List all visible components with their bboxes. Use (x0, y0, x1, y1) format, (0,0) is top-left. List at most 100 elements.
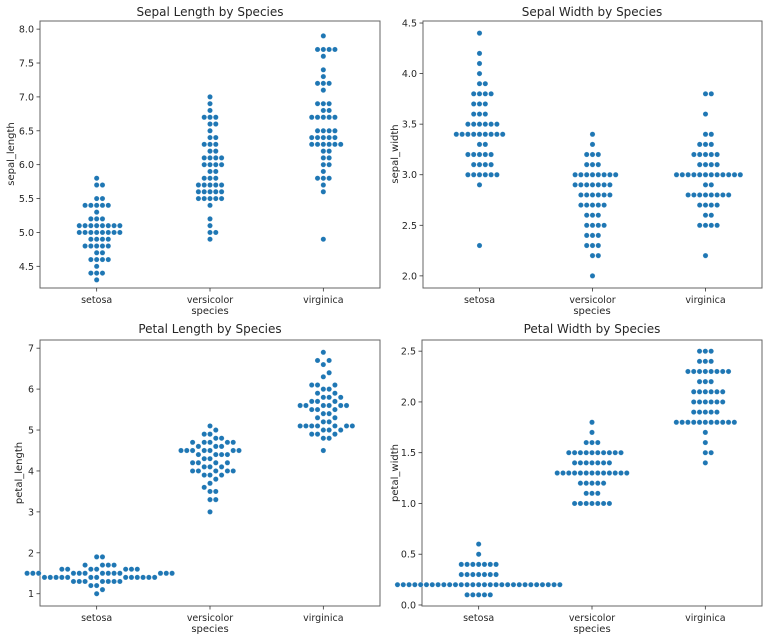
data-point (464, 561, 470, 568)
data-point (314, 100, 321, 107)
data-point (691, 409, 697, 415)
data-point (714, 389, 720, 395)
data-point (702, 439, 709, 446)
data-point (332, 134, 338, 141)
data-point (458, 571, 464, 578)
data-point (201, 431, 207, 437)
data-point (464, 581, 470, 588)
data-point (93, 202, 100, 209)
data-point (488, 151, 494, 158)
data-point (595, 222, 602, 228)
data-point (696, 368, 703, 375)
subplot-petal-length: Petal Length by Species species petal_le… (14, 322, 381, 635)
data-point (122, 566, 129, 572)
data-point (691, 172, 697, 178)
data-point (471, 91, 477, 97)
data-point (213, 121, 219, 127)
data-point (475, 541, 482, 547)
x-tick-label: setosa (81, 613, 112, 624)
data-point (589, 212, 596, 218)
data-point (595, 192, 602, 198)
data-point (93, 182, 100, 188)
data-point (105, 229, 111, 236)
data-point (213, 468, 219, 474)
data-point (488, 91, 494, 97)
y-axis-label: petal_width (390, 444, 401, 502)
data-point (571, 460, 578, 466)
y-tick-label: 6 (28, 385, 34, 396)
data-point (589, 141, 596, 148)
data-point (303, 423, 309, 429)
data-point (606, 500, 613, 507)
data-point (589, 429, 595, 436)
data-point (213, 435, 219, 441)
data-point (320, 161, 327, 168)
data-point (697, 172, 703, 178)
data-point (338, 141, 344, 148)
data-point (88, 216, 94, 222)
data-point (464, 571, 470, 578)
data-point (488, 131, 494, 137)
data-point (332, 114, 338, 120)
data-point (475, 592, 482, 598)
data-point (606, 470, 613, 476)
data-point (417, 581, 424, 588)
data-point (493, 571, 499, 578)
data-point (99, 554, 106, 560)
data-point (128, 566, 135, 572)
data-point (332, 406, 338, 413)
data-point (726, 172, 732, 178)
data-point (93, 263, 100, 270)
x-tick-label: versicolor (187, 613, 233, 624)
data-point (76, 570, 82, 576)
data-point (53, 574, 59, 581)
data-point (476, 182, 483, 188)
data-point (35, 570, 42, 576)
data-point (731, 172, 738, 178)
data-point (320, 361, 327, 368)
data-point (320, 33, 327, 39)
data-point (218, 464, 225, 470)
data-point (394, 581, 401, 588)
data-point (195, 468, 202, 474)
data-point (696, 389, 703, 395)
data-point (487, 581, 493, 588)
data-point (320, 107, 327, 114)
data-point (539, 581, 546, 588)
data-point (702, 202, 709, 208)
data-point (326, 410, 332, 417)
data-point (99, 202, 106, 209)
data-point (475, 581, 482, 588)
data-point (105, 570, 111, 576)
data-point (612, 470, 618, 476)
data-point (207, 464, 213, 470)
data-point (218, 195, 225, 202)
data-point (82, 202, 88, 209)
data-point (326, 100, 332, 107)
data-point (320, 141, 327, 148)
data-point (99, 222, 106, 229)
data-point (499, 581, 505, 588)
data-point (475, 551, 482, 557)
data-point (207, 202, 213, 209)
data-point (326, 148, 332, 154)
data-point (105, 236, 111, 242)
data-point (471, 151, 477, 158)
x-tick-label: setosa (463, 613, 494, 624)
data-point (476, 30, 483, 36)
data-point (708, 449, 714, 456)
x-tick-label: virginica (685, 613, 725, 624)
data-point (224, 468, 231, 474)
data-point (618, 470, 624, 476)
y-tick-label: 7 (28, 344, 34, 355)
data-point (465, 151, 471, 158)
data-point (309, 423, 315, 429)
data-point (435, 581, 441, 588)
data-point (332, 128, 338, 134)
data-point (702, 151, 709, 158)
data-point (551, 581, 557, 588)
chart-title: Sepal Width by Species (522, 5, 663, 19)
data-point (320, 73, 327, 80)
data-point (332, 141, 338, 148)
data-point (584, 192, 590, 198)
